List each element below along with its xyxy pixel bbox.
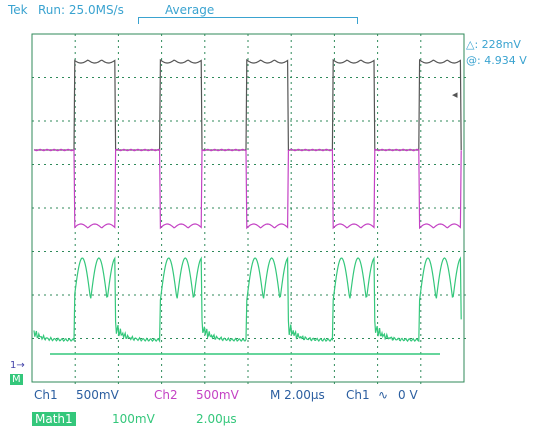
graticule — [31, 33, 466, 384]
run-status: Run: 25.0MS/s — [38, 3, 124, 17]
trigger-slope-icon: ∿ — [378, 388, 389, 402]
ch1-name: Ch1 — [34, 388, 58, 402]
ch2-name: Ch2 — [154, 388, 178, 402]
ch2-scale: 500mV — [196, 388, 239, 402]
cursor-delta-readout: △: 228mV — [466, 38, 521, 51]
ch1-scale: 500mV — [76, 388, 119, 402]
trigger-position-bracket — [138, 17, 358, 24]
graticule-dots — [32, 34, 466, 384]
timebase-readout: M 2.00µs — [270, 388, 325, 402]
math-name: Math1 — [32, 412, 76, 426]
trigger-level-arrow-icon: ◂ — [452, 88, 458, 101]
cursor-at-readout: @: 4.934 V — [466, 54, 527, 67]
acquisition-mode: Average — [165, 3, 215, 17]
ch1-ground-marker: 1→ — [10, 360, 25, 371]
math-scale: 100mV — [112, 412, 155, 426]
brand-label: Tek — [8, 3, 28, 17]
math-time: 2.00µs — [196, 412, 237, 426]
math-trace — [33, 256, 462, 344]
math-marker: M — [10, 374, 23, 385]
trigger-source: Ch1 — [346, 388, 370, 402]
ch2-trace — [33, 148, 462, 230]
acquisition-bar: Tek Run: 25.0MS/s Average — [0, 0, 544, 30]
trigger-level: 0 V — [398, 388, 418, 402]
